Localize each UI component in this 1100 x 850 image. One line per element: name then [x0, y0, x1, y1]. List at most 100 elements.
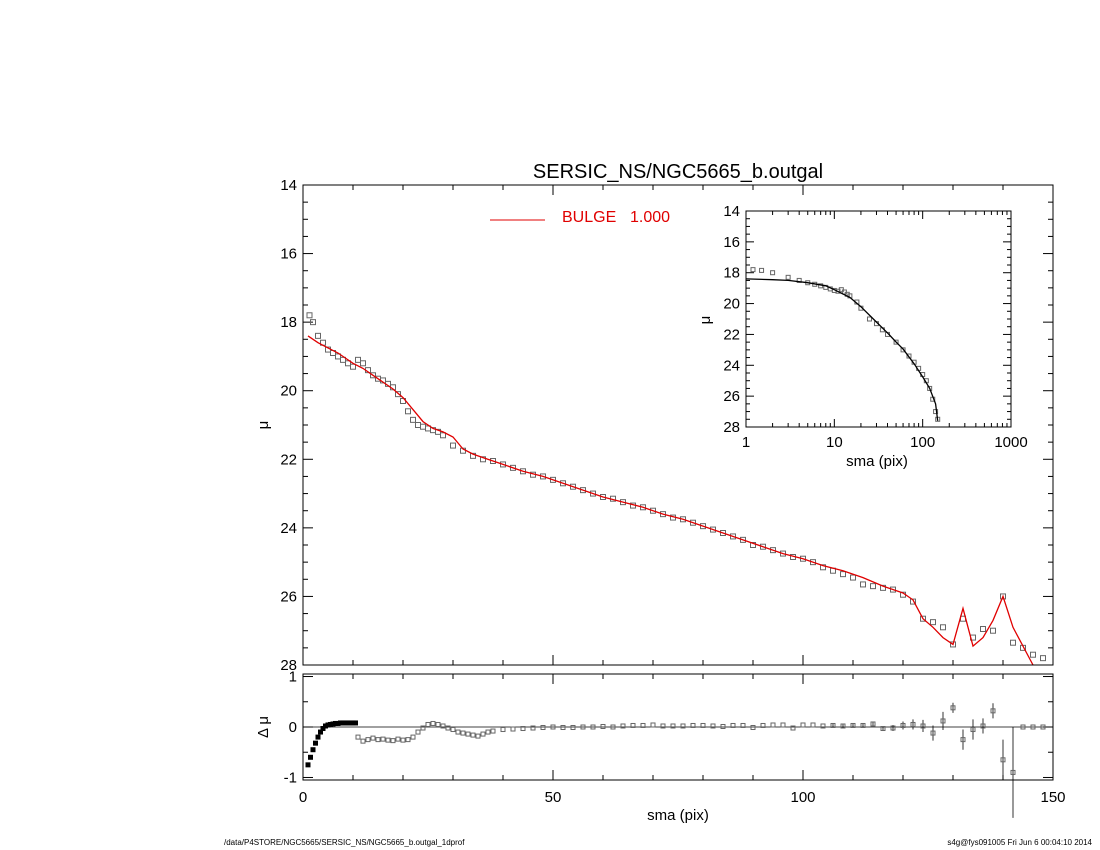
main-profile-panel: SERSIC_NS/NGC5665_b.outgal 14 16 18 20 22 24 2…: [255, 161, 1054, 674]
data-point: [927, 385, 933, 391]
data-point: [560, 725, 566, 731]
y-tick-label: 28: [723, 419, 740, 436]
residual-y-axis-label: Δ μ: [255, 716, 272, 738]
data-point: [770, 547, 776, 554]
x-axis-label: sma (pix): [647, 807, 709, 824]
data-point: [870, 721, 876, 727]
data-point: [570, 725, 576, 731]
data-point: [860, 722, 866, 728]
data-point: [900, 722, 906, 728]
data-point: [990, 708, 996, 714]
main-series: [306, 312, 1046, 666]
x-tick-label: 50: [545, 789, 562, 806]
residual-panel: 0 50 100 150-101 sma (pix) Δ μ: [255, 669, 1066, 824]
data-point: [440, 432, 446, 439]
data-point: [780, 722, 786, 728]
data-point: [740, 536, 746, 543]
model-series-line: [745, 278, 939, 421]
data-point: [500, 461, 506, 468]
data-point: [770, 270, 776, 276]
bulge-series-line: [307, 335, 1034, 666]
data-point: [590, 724, 596, 730]
data-point: [440, 723, 446, 729]
data-point: [490, 458, 496, 464]
data-point: [880, 584, 886, 591]
data-point: [890, 586, 896, 593]
data-point: [395, 736, 401, 742]
data-point: [1030, 724, 1036, 730]
footer-timestamp: s4g@fys091005 Fri Jun 6 00:04:10 2014: [947, 838, 1092, 847]
data-point: [700, 722, 706, 728]
data-point: [1010, 639, 1016, 646]
data-point: [640, 722, 646, 728]
data-point: [370, 372, 376, 379]
data-point: [485, 729, 491, 735]
data-point: [315, 734, 321, 740]
data-point: [305, 762, 311, 768]
data-point: [960, 737, 966, 743]
legend: BULGE 1.000: [490, 209, 670, 226]
data-point: [1030, 651, 1036, 658]
data-point: [353, 720, 358, 726]
data-point: [710, 526, 716, 533]
data-point: [870, 583, 876, 590]
data-point: [405, 408, 411, 415]
data-point: [455, 729, 461, 735]
data-point: [740, 722, 746, 728]
data-point: [850, 574, 856, 581]
legend-label-bulge: BULGE: [562, 209, 616, 226]
data-point: [600, 723, 606, 729]
data-point: [380, 736, 386, 742]
data-point: [405, 737, 411, 743]
data-point: [920, 723, 926, 729]
data-point: [720, 530, 726, 536]
legend-value-bulge: 1.000: [630, 209, 670, 226]
data-point: [570, 483, 576, 490]
data-point: [759, 267, 765, 273]
data-point: [800, 722, 806, 728]
inset-y-axis-label: μ: [697, 316, 714, 325]
data-point: [370, 735, 376, 741]
y-tick-label: 18: [723, 265, 740, 282]
inset-series: [745, 267, 941, 422]
x-tick-label: 10: [826, 434, 843, 451]
x-tick-label: 150: [1040, 789, 1065, 806]
data-point: [940, 718, 946, 724]
data-point: [750, 542, 756, 548]
inset-log-panel: 1 10 100 1000 14 16 18 20 22 24 26 28 sma (pix) μ: [697, 203, 1028, 470]
data-point: [690, 722, 696, 728]
x-tick-label: 100: [910, 434, 935, 451]
data-point: [1040, 724, 1046, 730]
data-point: [425, 721, 431, 727]
data-point: [530, 725, 536, 731]
data-point: [580, 487, 586, 494]
data-point: [550, 476, 556, 483]
data-point: [690, 519, 696, 526]
data-point: [750, 725, 756, 731]
data-point: [410, 734, 416, 740]
data-point: [820, 564, 826, 571]
data-point: [310, 319, 316, 326]
x-tick-label: 0: [299, 789, 307, 806]
data-point: [900, 347, 906, 353]
data-point: [910, 721, 916, 727]
data-point: [480, 456, 486, 463]
data-point: [950, 641, 956, 648]
data-point: [866, 316, 872, 322]
y-tick-label: 24: [280, 520, 297, 537]
data-point: [990, 627, 996, 634]
data-point: [950, 705, 956, 711]
y-tick-label: 26: [723, 388, 740, 405]
data-point: [310, 747, 316, 753]
y-tick-label: 14: [723, 203, 740, 220]
data-point: [920, 615, 926, 622]
data-point: [375, 737, 381, 743]
data-point: [906, 353, 912, 359]
data-point: [580, 724, 586, 730]
data-point: [620, 723, 626, 729]
data-point: [840, 571, 846, 578]
data-point: [395, 391, 401, 398]
data-point: [490, 728, 496, 734]
residual-tick-labels: 0 50 100 150-101: [284, 669, 1066, 806]
